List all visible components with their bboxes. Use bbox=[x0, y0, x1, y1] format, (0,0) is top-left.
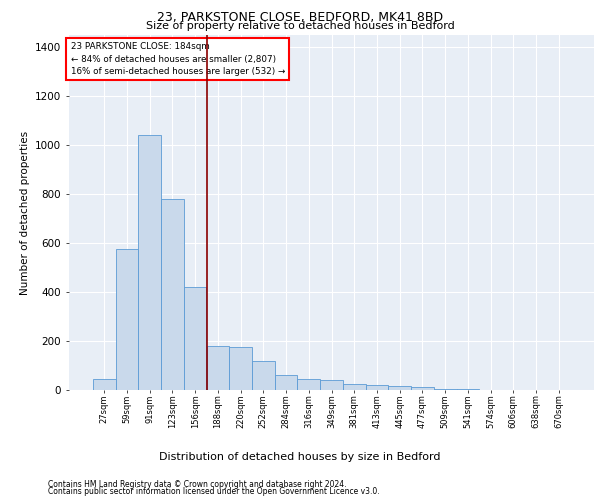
Bar bbox=[388, 386, 411, 390]
Bar bbox=[365, 385, 388, 390]
Bar bbox=[184, 287, 206, 390]
Bar bbox=[252, 360, 275, 390]
Text: Size of property relative to detached houses in Bedford: Size of property relative to detached ho… bbox=[146, 21, 454, 31]
Bar bbox=[343, 384, 365, 390]
Bar bbox=[411, 387, 434, 390]
Y-axis label: Number of detached properties: Number of detached properties bbox=[20, 130, 29, 294]
Bar bbox=[116, 249, 139, 390]
Bar bbox=[229, 347, 252, 390]
Text: Distribution of detached houses by size in Bedford: Distribution of detached houses by size … bbox=[159, 452, 441, 462]
Bar bbox=[434, 389, 457, 390]
Bar bbox=[275, 376, 298, 390]
Bar bbox=[298, 379, 320, 390]
Text: Contains HM Land Registry data © Crown copyright and database right 2024.: Contains HM Land Registry data © Crown c… bbox=[48, 480, 347, 489]
Bar bbox=[206, 346, 229, 390]
Bar bbox=[161, 199, 184, 390]
Bar bbox=[93, 379, 116, 390]
Text: 23 PARKSTONE CLOSE: 184sqm
← 84% of detached houses are smaller (2,807)
16% of s: 23 PARKSTONE CLOSE: 184sqm ← 84% of deta… bbox=[71, 42, 285, 76]
Text: Contains public sector information licensed under the Open Government Licence v3: Contains public sector information licen… bbox=[48, 487, 380, 496]
Bar bbox=[320, 380, 343, 390]
Bar bbox=[139, 136, 161, 390]
Text: 23, PARKSTONE CLOSE, BEDFORD, MK41 8BD: 23, PARKSTONE CLOSE, BEDFORD, MK41 8BD bbox=[157, 11, 443, 24]
